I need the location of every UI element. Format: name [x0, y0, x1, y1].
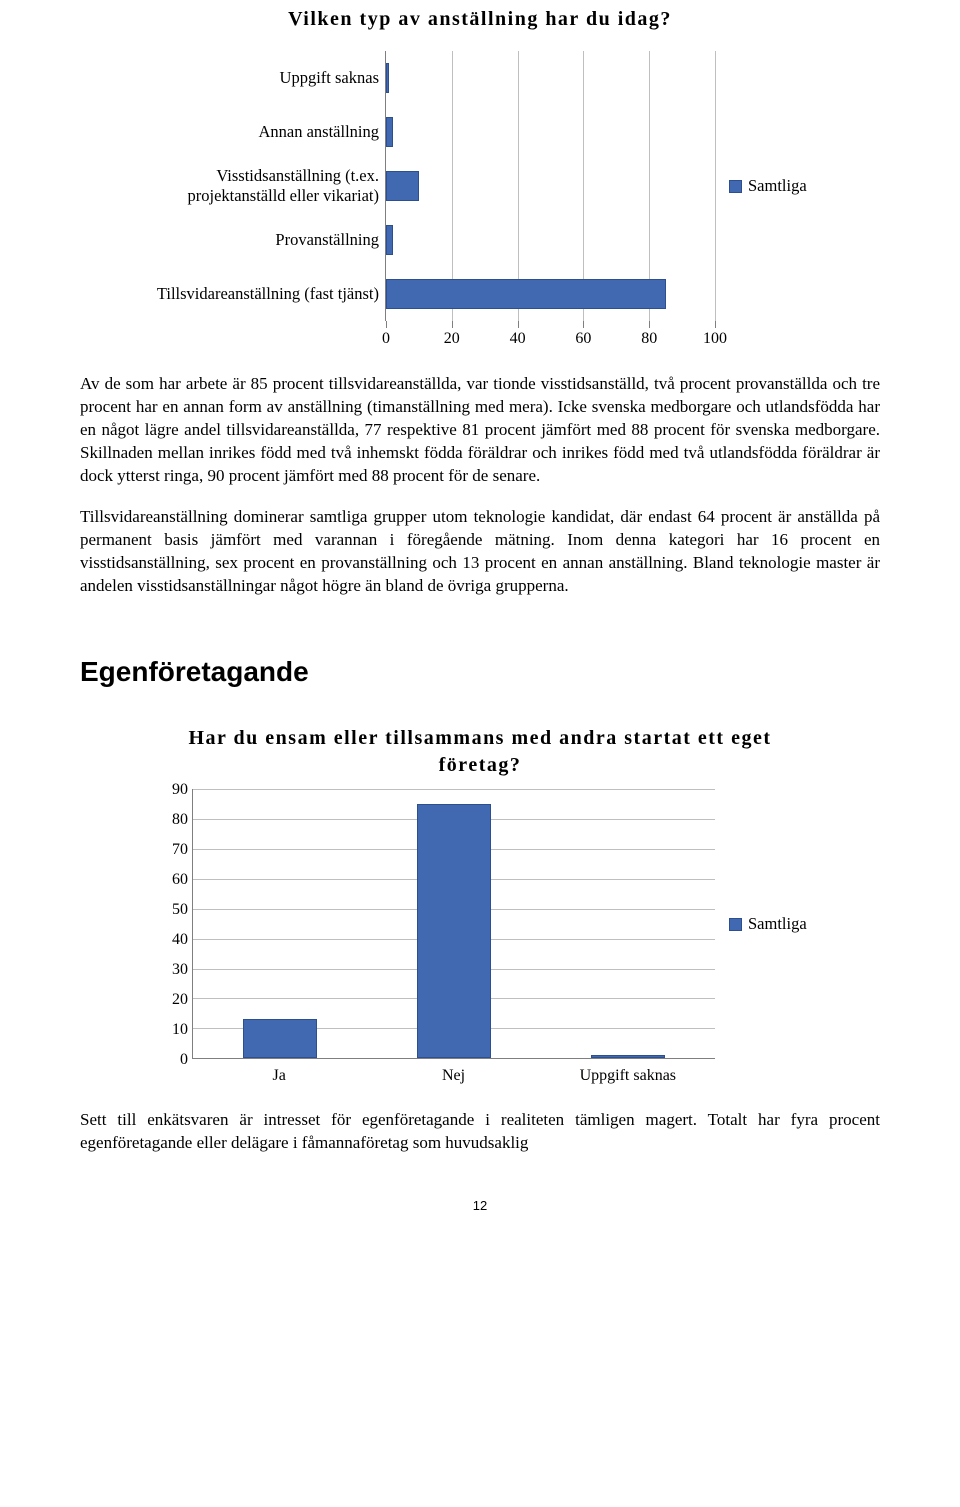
chart2-title: Har du ensam eller tillsammans med andra…: [150, 725, 810, 779]
chart2-legend-label: Samtliga: [748, 913, 807, 935]
paragraph-3: Sett till enkätsvaren är intresset för e…: [80, 1109, 880, 1155]
chart1-xtick-label: 60: [575, 328, 591, 350]
chart1-bar: [386, 117, 393, 147]
chart1-bar: [386, 171, 419, 201]
legend-swatch: [729, 180, 742, 193]
chart1-category-label: Annan anställning: [150, 105, 385, 159]
chart2-legend: Samtliga: [715, 789, 810, 1059]
chart1-xtick-label: 0: [382, 328, 390, 350]
chart2-bar: [591, 1055, 665, 1058]
chart1-category-label: Visstidsanställning (t.ex. projektanstäl…: [150, 159, 385, 213]
chart2-ytick-label: 0: [180, 1048, 188, 1070]
page-number: 12: [80, 1197, 880, 1215]
chart2-bar: [243, 1019, 317, 1058]
chart2-y-ticks: 0102030405060708090: [150, 789, 192, 1059]
chart2-bar: [417, 804, 491, 1058]
chart2-plot-area: [192, 789, 715, 1059]
chart1-title: Vilken typ av anställning har du idag?: [150, 6, 810, 33]
entrepreneurship-chart: Har du ensam eller tillsammans med andra…: [150, 725, 810, 1087]
chart2-ytick-label: 90: [172, 778, 188, 800]
paragraph-2: Tillsvidareanställning dominerar samtlig…: [80, 506, 880, 598]
chart1-category-label: Provanställning: [150, 213, 385, 267]
chart2-ytick-label: 20: [172, 988, 188, 1010]
chart1-bar: [386, 225, 393, 255]
chart1-xtick-label: 80: [641, 328, 657, 350]
paragraph-1: Av de som har arbete är 85 procent tills…: [80, 373, 880, 488]
chart2-ytick-label: 60: [172, 868, 188, 890]
chart2-ytick-label: 40: [172, 928, 188, 950]
chart1-legend: Samtliga: [715, 51, 810, 321]
chart2-category-label: Ja: [192, 1059, 366, 1087]
chart1-plot-area: 020406080100: [385, 51, 715, 321]
chart2-ytick-label: 70: [172, 838, 188, 860]
chart2-ytick-label: 10: [172, 1018, 188, 1040]
chart2-category-label: Uppgift saknas: [541, 1059, 715, 1087]
chart2-x-labels: JaNejUppgift saknas: [192, 1059, 715, 1087]
section-heading: Egenföretagande: [80, 653, 880, 691]
legend-swatch: [729, 918, 742, 931]
chart2-ytick-label: 30: [172, 958, 188, 980]
chart2-ytick-label: 80: [172, 808, 188, 830]
employment-type-chart: Vilken typ av anställning har du idag? U…: [150, 6, 810, 355]
chart1-bar: [386, 279, 666, 309]
chart1-legend-label: Samtliga: [748, 175, 807, 197]
chart1-y-labels: Uppgift saknasAnnan anställningVisstidsa…: [150, 51, 385, 321]
chart1-xtick-label: 20: [444, 328, 460, 350]
chart2-category-label: Nej: [366, 1059, 540, 1087]
chart1-xtick-label: 100: [703, 328, 727, 350]
chart1-category-label: Uppgift saknas: [150, 51, 385, 105]
chart1-bar: [386, 63, 389, 93]
chart1-category-label: Tillsvidareanställning (fast tjänst): [150, 267, 385, 321]
chart1-xtick-label: 40: [510, 328, 526, 350]
chart2-ytick-label: 50: [172, 898, 188, 920]
